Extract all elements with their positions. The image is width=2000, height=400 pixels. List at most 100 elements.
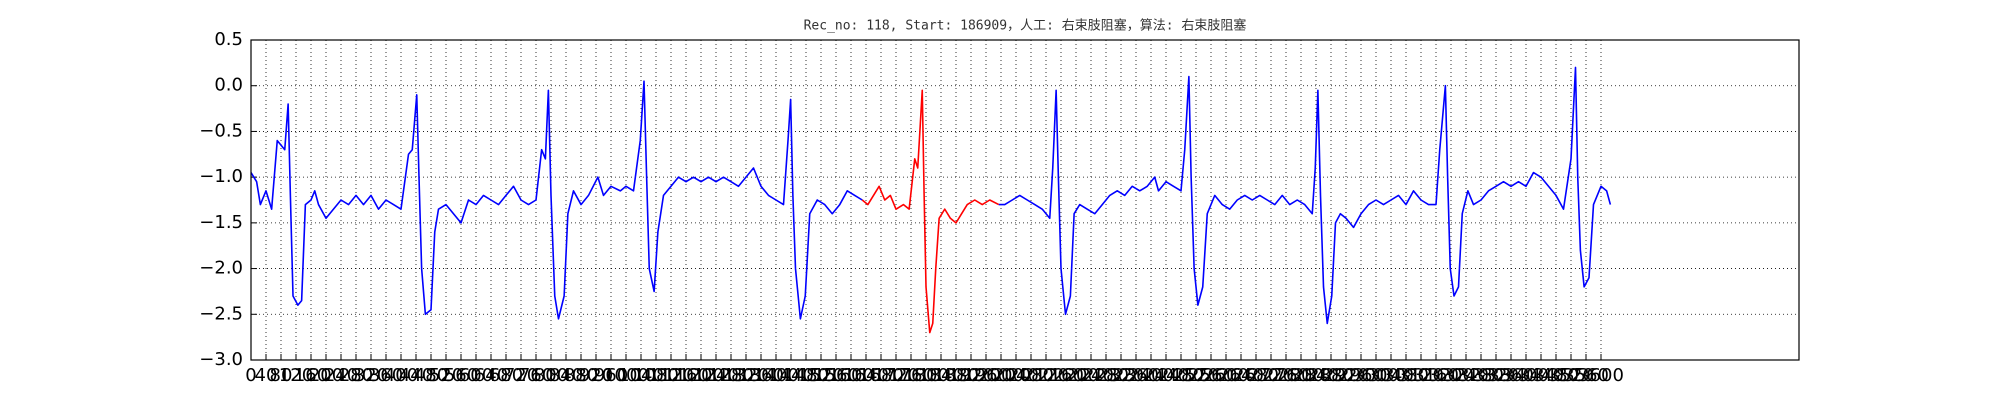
x-tick-label: 2200	[1053, 365, 1099, 386]
x-tick-label: 1560	[813, 365, 859, 386]
x-tick-label: 1280	[708, 365, 754, 386]
x-tick-label: 960	[594, 365, 628, 386]
x-tick-label: 1360	[738, 365, 784, 386]
x-tick-label: 880	[564, 365, 598, 386]
x-tick-label: 2760	[1263, 365, 1309, 386]
x-tick-label: 920	[579, 365, 613, 386]
x-tick-label: 3160	[1413, 365, 1459, 386]
x-tick-label: 640	[474, 365, 508, 386]
x-tick-label: 1000	[603, 365, 649, 386]
x-tick-label: 1760	[888, 365, 934, 386]
ecg-line	[861, 89, 1000, 334]
x-tick-label: 2520	[1173, 365, 1219, 386]
x-tick-label: 1440	[768, 365, 814, 386]
x-tick-label: 2240	[1068, 365, 1114, 386]
x-tick-label: 0	[245, 365, 256, 386]
ecg-line	[250, 80, 863, 320]
x-tick-label: 800	[534, 365, 568, 386]
x-tick-label: 480	[414, 365, 448, 386]
ecg-line	[998, 66, 1612, 325]
x-tick-label: 680	[489, 365, 523, 386]
x-tick-label: 1920	[948, 365, 994, 386]
x-tick-label: 3200	[1428, 365, 1474, 386]
x-tick-label: 440	[399, 365, 433, 386]
x-tick-label: 520	[429, 365, 463, 386]
x-tick-label: 3000	[1353, 365, 1399, 386]
x-tick-label: 1480	[783, 365, 829, 386]
y-tick-label: −3.0	[199, 349, 243, 370]
x-tick-label: 1120	[648, 365, 694, 386]
x-tick-label: 1720	[873, 365, 919, 386]
y-tick-label: −1.5	[199, 212, 243, 233]
x-tick-label: 1680	[858, 365, 904, 386]
x-tick-label: 600	[459, 365, 493, 386]
x-tick-label: 360	[369, 365, 403, 386]
x-tick-label: 1640	[843, 365, 889, 386]
x-tick-label: 720	[504, 365, 538, 386]
x-tick-label: 1800	[903, 365, 949, 386]
x-tick-label: 840	[549, 365, 583, 386]
y-tick-label: −2.0	[199, 258, 243, 279]
x-tick-label: 1320	[723, 365, 769, 386]
x-tick-label: 2040	[993, 365, 1039, 386]
x-tick-label: 2640	[1218, 365, 1264, 386]
x-tick-label: 1200	[678, 365, 724, 386]
x-tick-label: 3280	[1458, 365, 1504, 386]
x-tick-label: 120	[279, 365, 313, 386]
x-tick-label: 3120	[1398, 365, 1444, 386]
x-tick-label: 2720	[1248, 365, 1294, 386]
x-tick-label: 2840	[1293, 365, 1339, 386]
x-tick-label: 3240	[1443, 365, 1489, 386]
x-tick-label: 2920	[1323, 365, 1369, 386]
x-tick-label: 320	[354, 365, 388, 386]
x-tick-label: 1840	[918, 365, 964, 386]
x-tick-label: 40	[255, 365, 278, 386]
x-tick-label: 240	[324, 365, 358, 386]
x-tick-label: 2600	[1203, 365, 1249, 386]
chart-title: Rec_no: 118, Start: 186909，人工: 右束肢阻塞，算法:…	[804, 18, 1247, 34]
x-tick-label: 1080	[633, 365, 679, 386]
x-tick-label: 3520	[1548, 365, 1594, 386]
x-tick-label: 160	[294, 365, 328, 386]
x-tick-label: 2160	[1038, 365, 1084, 386]
x-tick-label: 760	[519, 365, 553, 386]
x-tick-label: 1400	[753, 365, 799, 386]
x-tick-label: 3360	[1488, 365, 1534, 386]
x-tick-label: 1600	[828, 365, 874, 386]
x-tick-label: 200	[309, 365, 343, 386]
y-tick-label: 0.0	[214, 75, 243, 96]
x-tick-label: 3320	[1473, 365, 1519, 386]
x-tick-label: 3400	[1503, 365, 1549, 386]
x-tick-label: 3600	[1578, 365, 1624, 386]
x-tick-label: 1160	[663, 365, 709, 386]
y-tick-label: −1.0	[199, 166, 243, 187]
x-tick-label: 1040	[618, 365, 664, 386]
x-tick-label: 280	[339, 365, 373, 386]
x-tick-label: 2440	[1143, 365, 1189, 386]
y-tick-label: 0.5	[214, 29, 243, 50]
x-tick-label: 2360	[1113, 365, 1159, 386]
y-tick-label: −0.5	[199, 120, 243, 141]
x-tick-label: 2800	[1278, 365, 1324, 386]
plot-frame	[250, 39, 1800, 361]
x-tick-label: 1520	[798, 365, 844, 386]
x-tick-label: 3480	[1533, 365, 1579, 386]
x-tick-label: 1960	[963, 365, 1009, 386]
x-tick-label: 560	[444, 365, 478, 386]
x-tick-label: 2000	[978, 365, 1024, 386]
x-tick-label: 2280	[1083, 365, 1129, 386]
x-tick-label: 3080	[1383, 365, 1429, 386]
x-tick-label: 2560	[1188, 365, 1234, 386]
x-tick-label: 2320	[1098, 365, 1144, 386]
x-tick-label: 2960	[1338, 365, 1384, 386]
x-tick-label: 2680	[1233, 365, 1279, 386]
x-tick-label: 2400	[1128, 365, 1174, 386]
x-tick-label: 2480	[1158, 365, 1204, 386]
x-tick-label: 400	[384, 365, 418, 386]
x-tick-label: 1240	[693, 365, 739, 386]
x-tick-label: 3040	[1368, 365, 1414, 386]
x-tick-label: 2120	[1023, 365, 1069, 386]
x-tick-label: 2880	[1308, 365, 1354, 386]
x-tick-label: 2080	[1008, 365, 1054, 386]
